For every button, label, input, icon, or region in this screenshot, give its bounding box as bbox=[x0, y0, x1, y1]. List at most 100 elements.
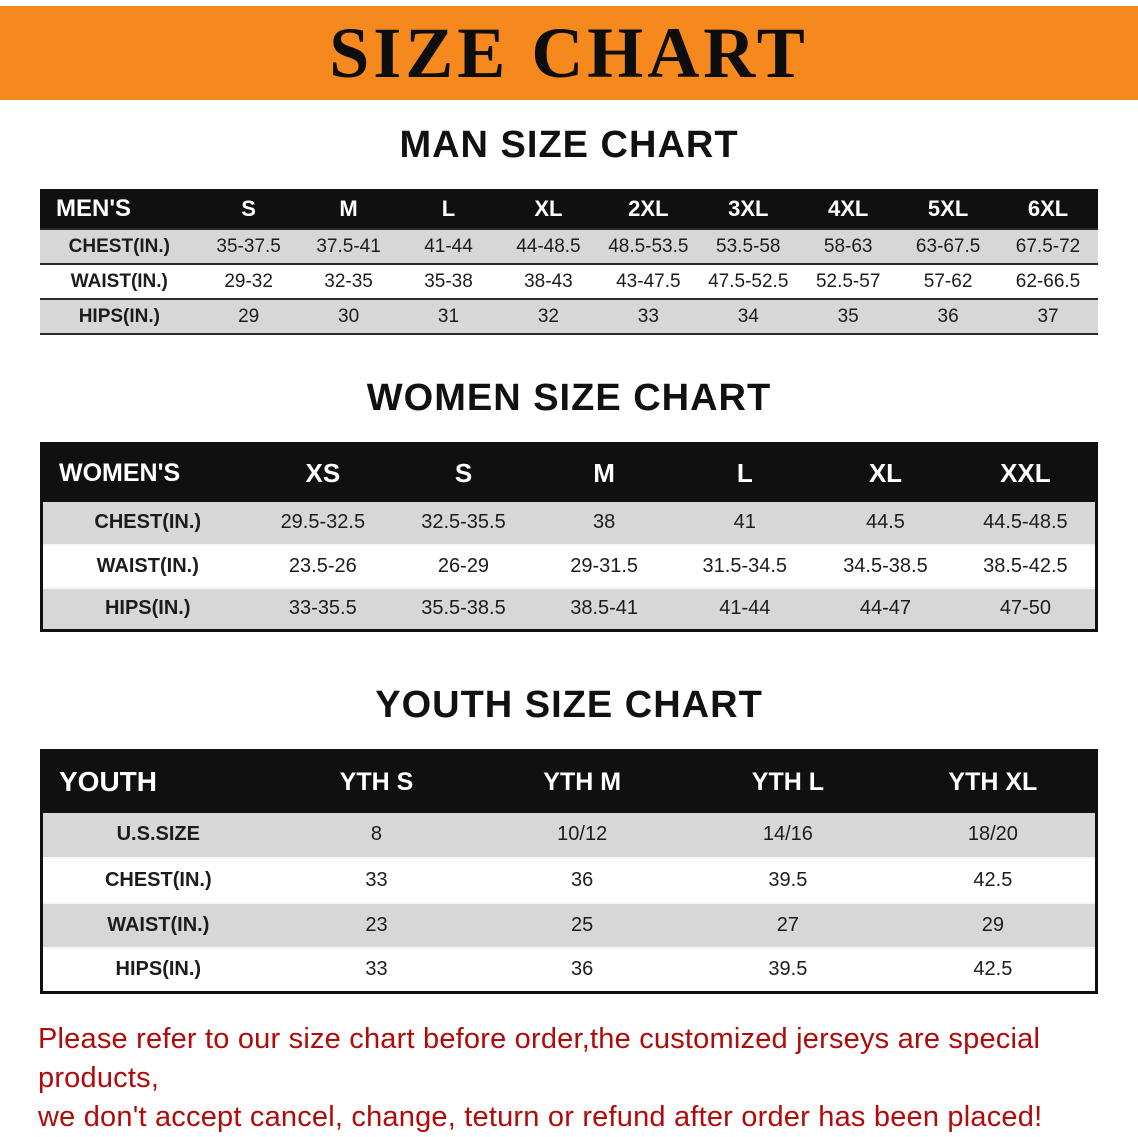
size-value-cell: 43-47.5 bbox=[598, 264, 699, 300]
size-value-cell: 36 bbox=[479, 946, 686, 993]
disclaimer-line-1: Please refer to our size chart before or… bbox=[38, 1023, 1041, 1095]
table-row: HIPS(IN.) 33-35.5 35.5-38.5 38.5-41 41-44 44-… bbox=[41, 586, 1097, 631]
size-value-cell: 58-63 bbox=[798, 228, 899, 265]
row-label: HIPS(IN.) bbox=[41, 946, 274, 993]
size-value-cell: 67.5-72 bbox=[998, 228, 1098, 265]
size-column-header: YTH L bbox=[685, 750, 891, 813]
men-section-heading: MAN SIZE CHART bbox=[399, 124, 739, 166]
size-value-cell: 35.5-38.5 bbox=[393, 586, 534, 631]
size-value-cell: 23.5-26 bbox=[252, 543, 394, 588]
size-value-cell: 8 bbox=[273, 812, 480, 858]
size-value-cell: 48.5-53.5 bbox=[598, 228, 699, 265]
table-header-row: WOMEN'S XS S M L XL XXL bbox=[41, 443, 1097, 502]
page-title: SIZE CHART bbox=[329, 13, 809, 93]
size-value-cell: 32-35 bbox=[298, 264, 399, 300]
size-value-cell: 33 bbox=[273, 856, 480, 903]
size-column-header: YTH XL bbox=[890, 750, 1097, 813]
size-value-cell: 34.5-38.5 bbox=[815, 543, 956, 588]
size-value-cell: 47-50 bbox=[955, 586, 1097, 631]
size-chart-banner: SIZE CHART bbox=[0, 6, 1138, 100]
size-value-cell: 26-29 bbox=[393, 543, 534, 588]
row-label: CHEST(IN.) bbox=[40, 228, 199, 265]
size-column-header: 3XL bbox=[698, 189, 799, 229]
youth-section: YOUTH SIZE CHART YOUTH YTH S YTH M YTH L YTH… bbox=[0, 684, 1138, 994]
size-column-header: 4XL bbox=[798, 189, 899, 229]
size-column-header: XL bbox=[498, 189, 599, 229]
size-value-cell: 18/20 bbox=[890, 812, 1097, 858]
size-value-cell: 44-47 bbox=[815, 586, 956, 631]
size-value-cell: 31 bbox=[398, 299, 499, 335]
women-size-table: WOMEN'S XS S M L XL XXL CHEST(IN.) 29.5-32.5 32.5… bbox=[40, 442, 1098, 632]
row-label: WAIST(IN.) bbox=[40, 264, 199, 300]
size-column-header: 6XL bbox=[998, 189, 1098, 229]
size-value-cell: 42.5 bbox=[890, 946, 1097, 993]
size-column-header: S bbox=[393, 443, 534, 502]
size-value-cell: 32 bbox=[498, 299, 599, 335]
size-value-cell: 44-48.5 bbox=[498, 228, 599, 265]
size-value-cell: 35-38 bbox=[398, 264, 499, 300]
size-value-cell: 31.5-34.5 bbox=[674, 543, 816, 588]
size-value-cell: 32.5-35.5 bbox=[393, 501, 534, 545]
size-value-cell: 29-31.5 bbox=[533, 543, 675, 588]
men-section: MAN SIZE CHART MEN'S S M L XL 2XL 3XL 4XL 5XL 6XL… bbox=[0, 124, 1138, 335]
table-row: HIPS(IN.) 33 36 39.5 42.5 bbox=[41, 946, 1097, 993]
row-label: CHEST(IN.) bbox=[41, 501, 253, 545]
size-column-header: XL bbox=[815, 443, 956, 502]
row-label: WAIST(IN.) bbox=[41, 543, 253, 588]
size-value-cell: 10/12 bbox=[479, 812, 686, 858]
size-value-cell: 41-44 bbox=[398, 228, 499, 265]
women-section-heading: WOMEN SIZE CHART bbox=[366, 377, 772, 419]
size-value-cell: 42.5 bbox=[890, 856, 1097, 903]
size-value-cell: 33-35.5 bbox=[252, 586, 394, 631]
disclaimer-line-2: we don't accept cancel, change, teturn o… bbox=[38, 1101, 1043, 1134]
size-column-header: XXL bbox=[955, 443, 1097, 502]
size-value-cell: 29-32 bbox=[198, 264, 299, 300]
size-value-cell: 41-44 bbox=[674, 586, 816, 631]
size-column-header: M bbox=[298, 189, 399, 229]
size-value-cell: 38.5-42.5 bbox=[955, 543, 1097, 588]
size-value-cell: 47.5-52.5 bbox=[698, 264, 799, 300]
size-value-cell: 36 bbox=[479, 856, 686, 903]
size-value-cell: 27 bbox=[685, 901, 891, 948]
size-column-header: 2XL bbox=[598, 189, 699, 229]
table-row: U.S.SIZE 8 10/12 14/16 18/20 bbox=[41, 812, 1097, 858]
youth-size-table: YOUTH YTH S YTH M YTH L YTH XL U.S.SIZE 8 10/12… bbox=[40, 749, 1098, 994]
size-value-cell: 36 bbox=[898, 299, 999, 335]
size-value-cell: 35 bbox=[798, 299, 899, 335]
row-label: HIPS(IN.) bbox=[41, 586, 253, 631]
size-value-cell: 63-67.5 bbox=[898, 228, 999, 265]
size-value-cell: 53.5-58 bbox=[698, 228, 799, 265]
table-title-cell: YOUTH bbox=[41, 750, 274, 813]
size-value-cell: 23 bbox=[273, 901, 480, 948]
size-value-cell: 38.5-41 bbox=[533, 586, 675, 631]
size-column-header: S bbox=[198, 189, 299, 229]
size-column-header: L bbox=[674, 443, 816, 502]
row-label: WAIST(IN.) bbox=[41, 901, 274, 948]
size-value-cell: 30 bbox=[298, 299, 399, 335]
table-row: CHEST(IN.) 35-37.5 37.5-41 41-44 44-48.5 48.5… bbox=[40, 228, 1098, 265]
size-value-cell: 39.5 bbox=[685, 856, 891, 903]
size-value-cell: 38 bbox=[533, 501, 675, 545]
size-value-cell: 29 bbox=[198, 299, 299, 335]
size-value-cell: 39.5 bbox=[685, 946, 891, 993]
size-value-cell: 14/16 bbox=[685, 812, 891, 858]
size-value-cell: 41 bbox=[674, 501, 816, 545]
men-size-table: MEN'S S M L XL 2XL 3XL 4XL 5XL 6XL CHEST(IN.) 35-37… bbox=[40, 189, 1098, 335]
size-value-cell: 35-37.5 bbox=[198, 228, 299, 265]
youth-section-heading: YOUTH SIZE CHART bbox=[375, 684, 763, 726]
size-value-cell: 29 bbox=[890, 901, 1097, 948]
size-value-cell: 57-62 bbox=[898, 264, 999, 300]
size-value-cell: 33 bbox=[273, 946, 480, 993]
table-row: CHEST(IN.) 29.5-32.5 32.5-35.5 38 41 44.5 44.5… bbox=[41, 501, 1097, 545]
table-row: WAIST(IN.) 23.5-26 26-29 29-31.5 31.5-34.5 34… bbox=[41, 543, 1097, 588]
table-title-cell: WOMEN'S bbox=[41, 443, 253, 502]
size-column-header: 5XL bbox=[898, 189, 999, 229]
disclaimer-note: Please refer to our size chart before or… bbox=[38, 1020, 1100, 1137]
table-row: HIPS(IN.) 29 30 31 32 33 34 35 36 37 bbox=[40, 299, 1098, 335]
size-value-cell: 29.5-32.5 bbox=[252, 501, 394, 545]
size-value-cell: 62-66.5 bbox=[998, 264, 1098, 300]
row-label: CHEST(IN.) bbox=[41, 856, 274, 903]
table-row: CHEST(IN.) 33 36 39.5 42.5 bbox=[41, 856, 1097, 903]
size-column-header: YTH M bbox=[479, 750, 686, 813]
